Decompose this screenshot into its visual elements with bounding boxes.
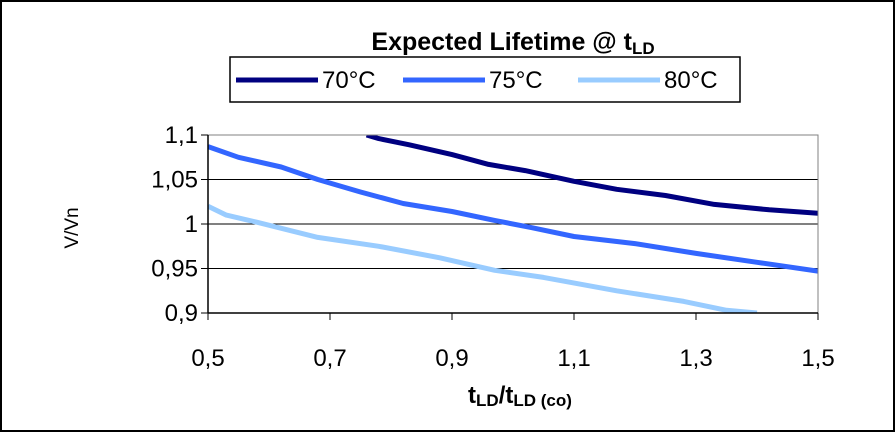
x-tick-label: 0,5 xyxy=(191,345,224,372)
chart-title-sub: LD xyxy=(632,39,655,58)
x-tick-label: 0,9 xyxy=(435,345,468,372)
y-tick-label: 1,05 xyxy=(151,167,198,194)
legend-label-3: 80°C xyxy=(664,67,718,94)
x-tick-label: 0,7 xyxy=(313,345,346,372)
series-line-2 xyxy=(208,144,818,274)
x-label-t2: t xyxy=(505,382,513,409)
y-tick-label: 1 xyxy=(185,211,198,238)
y-axis-label: V/Vn xyxy=(62,207,83,248)
x-label-t1: t xyxy=(468,382,476,409)
legend-label-2: 75°C xyxy=(489,67,543,94)
x-tick-label: 1,3 xyxy=(679,345,712,372)
chart-title: Expected Lifetime @ tLD xyxy=(371,28,654,58)
x-label-s2: LD (co) xyxy=(513,391,572,410)
legend-label-1: 70°C xyxy=(322,67,376,94)
x-label-slash: / xyxy=(499,382,506,409)
plot-area: 1,1 1,05 1 0,95 0,9 0,5 0,7 0,9 1,1 1,3 1,5 xyxy=(151,122,834,372)
chart-title-main: Expected Lifetime @ t xyxy=(371,28,632,56)
x-axis-label: tLD/tLD (co) xyxy=(468,382,572,410)
y-tick-label: 1,1 xyxy=(165,122,198,149)
x-tick-label: 1,5 xyxy=(801,345,834,372)
x-tick-label: 1,1 xyxy=(557,345,590,372)
series-line-3 xyxy=(208,203,758,313)
series-line-1 xyxy=(365,135,818,216)
legend: 70°C 75°C 80°C xyxy=(229,56,741,103)
x-label-s1: LD xyxy=(476,391,499,410)
y-tick-label: 0,9 xyxy=(165,300,198,327)
y-tick-label: 0,95 xyxy=(151,256,198,283)
